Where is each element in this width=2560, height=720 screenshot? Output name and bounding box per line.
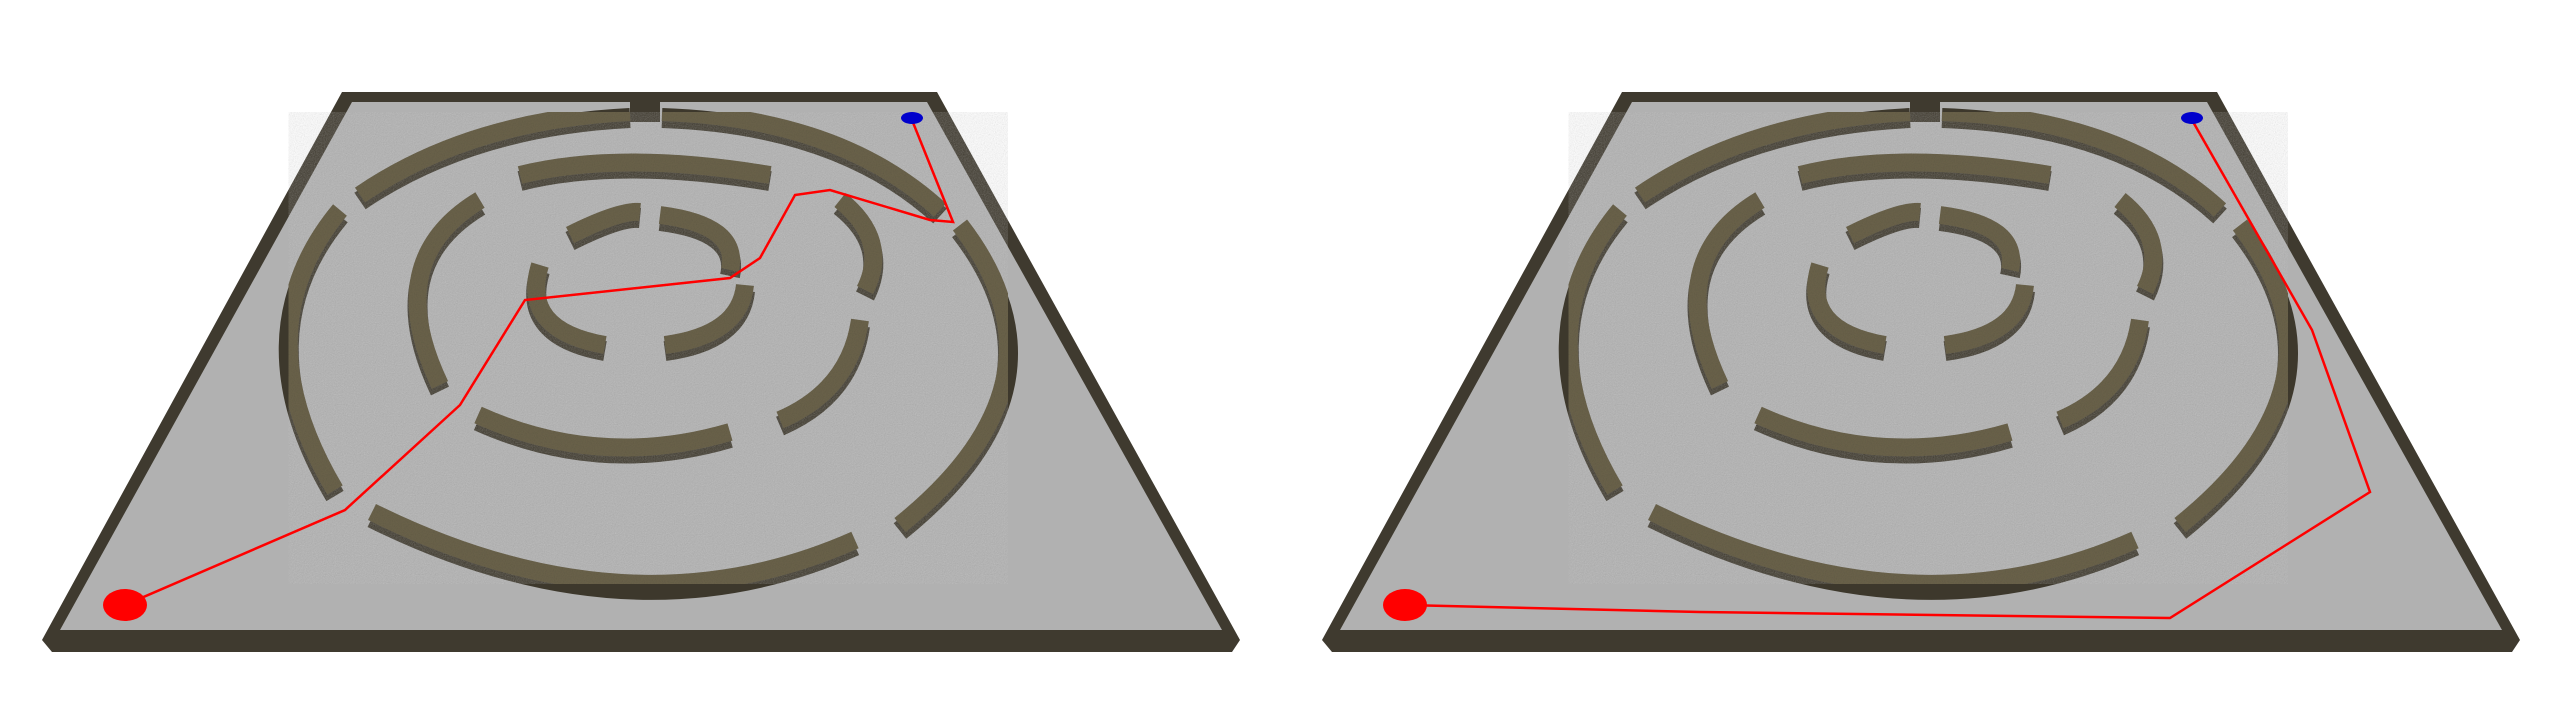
- maze-panel-right: [1280, 0, 2560, 720]
- maze-walls: [278, 103, 1018, 600]
- goal-marker: [2181, 112, 2203, 124]
- top-notch: [1910, 102, 1940, 122]
- top-notch: [630, 102, 660, 122]
- maze-panel-left: [42, 92, 1240, 652]
- start-marker: [103, 589, 147, 621]
- floor: [1340, 102, 2502, 630]
- floor: [60, 102, 1222, 630]
- maze-walls: [1558, 103, 2298, 600]
- planned-path: [124, 119, 955, 607]
- goal-marker: [901, 112, 923, 124]
- start-marker: [1383, 589, 1427, 621]
- planned-path: [1404, 119, 2372, 620]
- maze-scene-left: [42, 92, 1240, 652]
- maze-scene-right: [1322, 92, 2520, 652]
